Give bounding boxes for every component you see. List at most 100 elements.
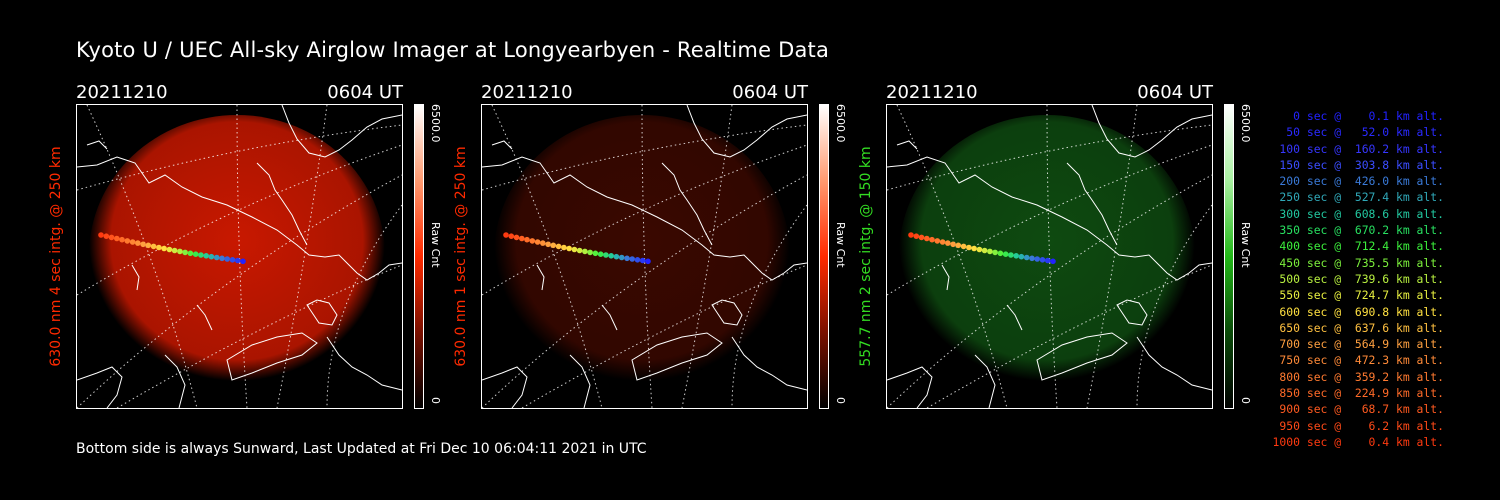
rocket-track-point [561, 244, 567, 251]
panel-date: 20211210 [76, 82, 168, 103]
lat-lon-grid-line [86, 105, 198, 408]
rocket-track-point [150, 243, 157, 250]
rocket-track-point [929, 236, 935, 243]
rocket-track-point [203, 253, 209, 259]
rocket-track-point [555, 243, 562, 250]
rocket-track-point [976, 246, 983, 253]
lat-lon-grid-line [1086, 105, 1138, 408]
coastline [711, 299, 743, 326]
legend-row: 700 sec @ 564.9 km alt. [1272, 337, 1444, 352]
legend-row: 150 sec @ 303.8 km alt. [1272, 157, 1444, 172]
legend-row: 400 sec @ 712.4 km alt. [1272, 239, 1444, 254]
coastline [661, 162, 713, 246]
panel-wavelength-label: 630.0 nm 4 sec intg. @ 250 km [48, 146, 64, 367]
coastline [482, 366, 528, 408]
allsky-map [76, 104, 403, 409]
rocket-track-point [187, 250, 194, 257]
rocket-track-point [234, 257, 241, 264]
legend-row: 100 sec @ 160.2 km alt. [1272, 141, 1444, 156]
rocket-track-point [1023, 254, 1030, 261]
panel-wavelength-label: 630.0 nm 1 sec intg. @ 250 km [453, 146, 469, 367]
rocket-track-point [519, 235, 525, 242]
rocket-track-point [634, 257, 641, 263]
coastline [131, 264, 140, 291]
lat-lon-grid-line [276, 105, 328, 408]
rocket-track-point [639, 257, 646, 264]
coastline [1116, 299, 1148, 326]
rocket-track-point [208, 253, 215, 260]
airglow-sky-disc [494, 115, 790, 395]
legend-row: 850 sec @ 224.9 km alt. [1272, 386, 1444, 401]
rocket-track-point [135, 240, 141, 246]
rocket-track-point [566, 245, 572, 252]
lat-lon-grid-line [896, 105, 1008, 408]
rocket-track-point [171, 247, 178, 254]
coastline [1091, 105, 1212, 158]
legend-row: 550 sec @ 724.7 km alt. [1272, 288, 1444, 303]
coastline [731, 336, 807, 391]
colorbar-min: 0 [834, 397, 847, 404]
footer-note: Bottom side is always Sunward, Last Upda… [76, 441, 647, 457]
colorbar [819, 104, 829, 409]
legend-row: 500 sec @ 739.6 km alt. [1272, 271, 1444, 286]
rocket-track-point [1013, 253, 1019, 259]
rocket-track-point [108, 234, 115, 241]
legend-row: 950 sec @ 6.2 km alt. [1272, 418, 1444, 433]
rocket-track-point [540, 240, 546, 246]
rocket-track-point [582, 248, 588, 255]
rocket-track-point [613, 253, 620, 260]
rocket-track-point [934, 238, 941, 244]
rocket-track-point [524, 236, 530, 243]
rocket-track-point [918, 234, 925, 241]
altitude-legend: 0 sec @ 0.1 km alt. 50 sec @ 52.0 km alt… [1258, 108, 1444, 450]
legend-row: 0 sec @ 0.1 km alt. [1272, 109, 1444, 123]
panel-time: 0604 UT [732, 82, 808, 103]
coastline [326, 336, 402, 391]
lat-lon-grid-line [77, 144, 402, 296]
rocket-track-point [124, 238, 131, 244]
rocket-track-point [213, 254, 220, 261]
coastline [631, 332, 723, 381]
rocket-track-point [545, 241, 551, 248]
allsky-map-image [887, 105, 1212, 408]
allsky-map [886, 104, 1213, 409]
colorbar-min: 0 [1239, 397, 1252, 404]
rocket-track-point [103, 233, 110, 239]
legend-row: 800 sec @ 359.2 km alt. [1272, 369, 1444, 384]
rocket-track-point [592, 250, 599, 257]
rocket-track-point [955, 242, 962, 249]
rocket-track-point [950, 241, 956, 248]
panel-time: 0604 UT [327, 82, 403, 103]
rocket-track-point [166, 246, 173, 253]
legend-row: 750 sec @ 472.3 km alt. [1272, 353, 1444, 368]
lat-lon-grid-line [681, 105, 733, 408]
rocket-track-point [971, 245, 977, 252]
legend-row: 200 sec @ 426.0 km alt. [1272, 174, 1444, 189]
rocket-track-point [966, 244, 972, 251]
lat-lon-grid-line [491, 105, 603, 408]
lat-lon-grid-line [482, 144, 807, 296]
rocket-track-point [1039, 257, 1046, 263]
lat-lon-grid-line [482, 124, 807, 191]
rocket-track-point [1034, 256, 1040, 262]
rocket-track-point [224, 256, 230, 262]
rocket-track-point [240, 258, 246, 265]
colorbar-max: 6500.0 [429, 104, 442, 143]
colorbar-max: 6500.0 [1239, 104, 1252, 143]
rocket-track-point [145, 242, 152, 249]
rocket-track-point [1002, 251, 1009, 257]
coastline [974, 354, 996, 408]
rocket-track-point [629, 256, 635, 262]
lat-lon-grid-line [116, 264, 402, 408]
legend-row: 650 sec @ 637.6 km alt. [1272, 320, 1444, 335]
coastline [686, 105, 807, 158]
rocket-track-point [997, 250, 1004, 257]
page-title: Kyoto U / UEC All-sky Airglow Imager at … [76, 38, 830, 62]
rocket-track-point [1050, 258, 1056, 265]
colorbar-unit: Raw Cnt [1239, 222, 1252, 268]
coastline [196, 304, 213, 331]
rocket-track-point [908, 232, 914, 238]
rocket-track-point [1029, 255, 1035, 262]
legend-row: 900 sec @ 68.7 km alt. [1272, 402, 1444, 417]
panel-date: 20211210 [886, 82, 978, 103]
